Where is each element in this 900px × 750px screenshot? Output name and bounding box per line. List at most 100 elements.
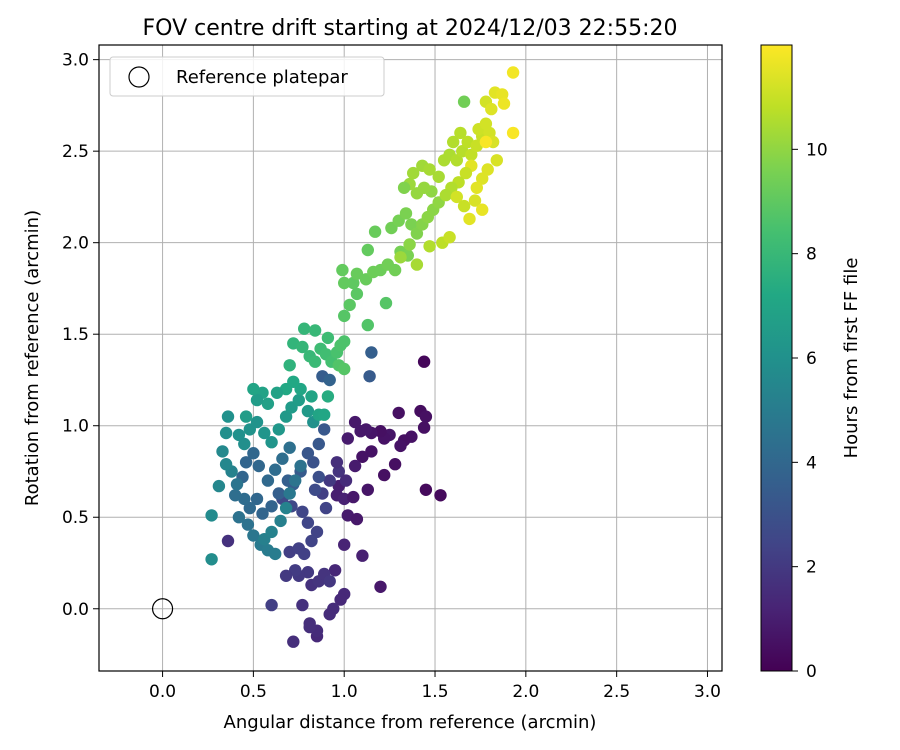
scatter-point [216, 445, 229, 458]
scatter-point [378, 468, 391, 482]
scatter-point [238, 437, 251, 451]
scatter-point [394, 439, 407, 453]
scatter-point [476, 203, 489, 216]
scatter-point [247, 529, 260, 542]
scatter-point [294, 459, 307, 473]
scatter-point [250, 415, 264, 429]
scatter-point [303, 620, 316, 634]
scatter-point [394, 251, 407, 264]
scatter-point [308, 324, 322, 337]
scatter-point [308, 483, 322, 496]
scatter-point [330, 456, 344, 469]
scatter-point [276, 452, 289, 465]
scatter-point [338, 362, 351, 376]
scatter-point [305, 390, 318, 403]
scatter-point [368, 225, 382, 238]
scatter-point [388, 263, 402, 277]
scatter-point [468, 194, 482, 207]
scatter-point [363, 370, 376, 383]
scatter-point [481, 163, 494, 176]
y-tick-label: 1.5 [62, 325, 89, 345]
scatter-point [265, 436, 278, 449]
scatter-point [232, 428, 246, 442]
colorbar-ticks: 0 2 4 6 8 10 [792, 140, 828, 682]
scatter-point [301, 447, 315, 460]
legend-box [109, 56, 385, 97]
scatter-point [261, 397, 275, 410]
scatter-point [323, 474, 336, 487]
scatter-point [296, 598, 309, 612]
x-axis-label: Angular distance from reference (arcmin) [224, 712, 597, 733]
scatter-point [365, 445, 378, 458]
scatter-point [269, 547, 282, 561]
colorbar-tick-label: 6 [806, 349, 817, 369]
scatter-point [232, 511, 246, 524]
scatter-point [296, 505, 309, 518]
scatter-point [347, 490, 360, 504]
scatter-point [219, 426, 233, 440]
scatter-point [470, 181, 483, 194]
scatter-point [296, 340, 309, 354]
scatter-point [356, 450, 369, 463]
scatter-point [459, 166, 473, 180]
scatter-point [465, 148, 478, 161]
scatter-point [289, 564, 302, 577]
colorbar-tick-label: 0 [806, 662, 817, 682]
scatter-point [506, 126, 520, 140]
scatter-point [356, 549, 369, 562]
scatter-point [350, 287, 364, 301]
scatter-point [457, 199, 471, 213]
scatter-point [323, 608, 336, 621]
scatter-point [332, 465, 345, 478]
scatter-point [417, 355, 431, 368]
scatter-point [379, 296, 393, 310]
scatter-point [388, 458, 402, 471]
scatter-point [265, 500, 278, 513]
scatter-point [307, 456, 320, 469]
scatter-point [410, 227, 424, 240]
scatter-point [287, 635, 300, 648]
scatter-point [338, 309, 351, 323]
y-tick-label: 0.0 [62, 600, 89, 620]
scatter-point [274, 514, 287, 528]
scatter-point [221, 534, 235, 548]
scatter-point [289, 474, 302, 487]
legend-entry-label: Reference platepar [176, 67, 348, 88]
scatter-point [423, 240, 436, 253]
scatter-point [439, 188, 453, 202]
scatter-point [423, 163, 436, 176]
scatter-point [365, 346, 378, 359]
scatter-point [272, 487, 285, 500]
x-tick-label: 0.0 [149, 682, 176, 702]
scatter-point [247, 447, 260, 460]
y-tick-label: 0.5 [62, 508, 89, 528]
scatter-point [350, 267, 364, 280]
grid-lines [99, 45, 722, 671]
scatter-point [321, 331, 335, 345]
scatter-point [230, 478, 244, 491]
scatter-point [496, 88, 509, 101]
y-tick-label: 3.0 [62, 51, 89, 71]
y-axis-label: Rotation from reference (arcmin) [22, 210, 43, 506]
colorbar-tick-label: 2 [806, 558, 817, 578]
scatter-point [261, 474, 275, 487]
colorbar-tick-label: 4 [806, 453, 817, 473]
scatter-point [490, 154, 503, 167]
scatter-point [247, 382, 260, 396]
y-tick-label: 2.5 [62, 142, 89, 162]
legend-reference-marker [128, 66, 150, 88]
scatter-point [410, 187, 424, 200]
scatter-point [338, 538, 351, 551]
scatter-point [205, 509, 218, 522]
scatter-point [479, 135, 493, 149]
scatter-point [318, 423, 331, 436]
scatter-point [343, 298, 356, 312]
x-tick-label: 0.5 [240, 682, 267, 702]
scatter-point [334, 593, 347, 606]
scatter-point [405, 218, 418, 231]
scatter-point [205, 553, 218, 566]
scatter-point [301, 516, 315, 529]
y-axis-ticks: 0.0 0.5 1.0 1.5 2.0 2.5 3.0 [62, 51, 99, 620]
scatter-point [239, 410, 253, 423]
